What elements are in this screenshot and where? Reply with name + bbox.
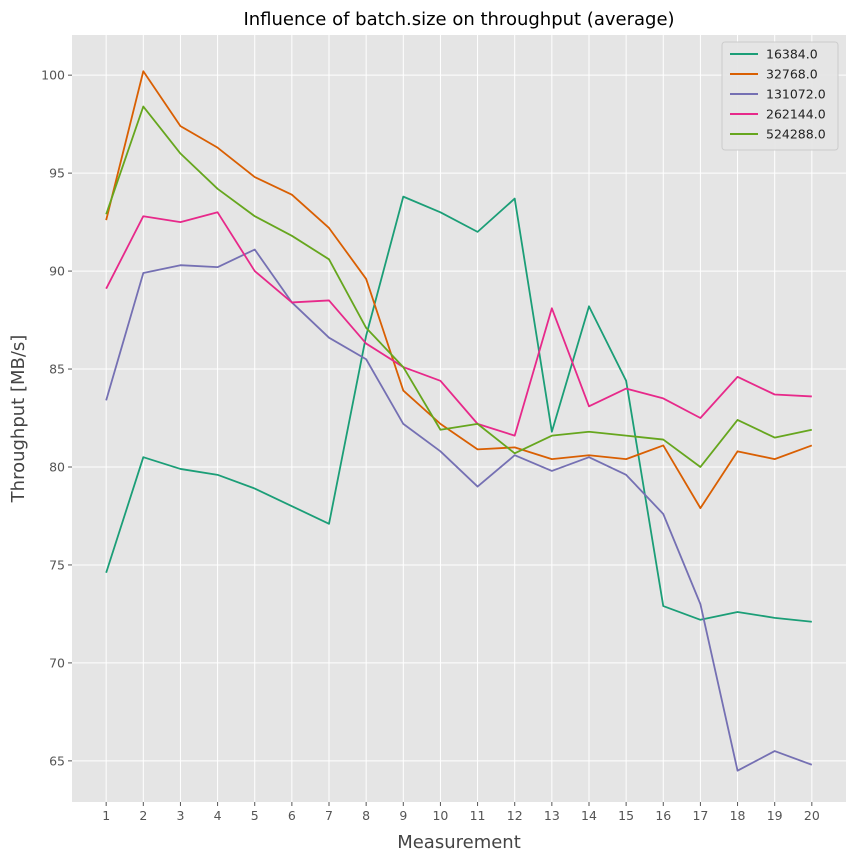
x-axis-ticks: 1 2 3 4 5 6 7 8 9 10 11 12 13 14 15 16 17 18 19 20 — [102, 802, 820, 823]
legend-entry: 524288.0 — [766, 127, 826, 142]
legend-box — [721, 41, 839, 151]
y-tick-label: 70 — [49, 655, 65, 670]
series-line — [105, 70, 813, 510]
x-tick-label: 4 — [214, 808, 222, 823]
x-tick-label: 11 — [470, 808, 486, 823]
x-tick-label: 6 — [288, 808, 296, 823]
series-lines — [105, 70, 813, 772]
x-tick-label: 1 — [102, 808, 110, 823]
y-axis-ticks: 65 70 75 80 85 90 95 100 — [41, 68, 72, 768]
y-tick-label: 90 — [49, 264, 65, 279]
series-line — [105, 105, 813, 468]
legend-entry: 32768.0 — [766, 67, 818, 82]
chart-title: Influence of batch.size on throughput (a… — [243, 9, 674, 30]
y-tick-label: 80 — [49, 459, 65, 474]
x-tick-label: 14 — [581, 808, 597, 823]
plot-area — [72, 35, 846, 802]
x-tick-label: 5 — [251, 808, 259, 823]
legend-entry: 131072.0 — [766, 87, 826, 102]
y-tick-label: 85 — [49, 362, 65, 377]
series-line — [105, 248, 813, 772]
y-tick-label: 75 — [49, 557, 65, 572]
x-tick-label: 17 — [692, 808, 708, 823]
x-tick-label: 13 — [544, 808, 560, 823]
series-line — [105, 195, 812, 623]
x-tick-label: 8 — [362, 808, 370, 823]
x-tick-label: 2 — [139, 808, 147, 823]
grid-lines — [72, 35, 846, 802]
x-tick-label: 3 — [176, 808, 184, 823]
x-axis-label: Measurement — [397, 832, 521, 853]
legend: 16384.0 32768.0 131072.0 262144.0 524288.0 — [721, 41, 839, 151]
x-tick-label: 19 — [767, 808, 783, 823]
legend-entry: 16384.0 — [766, 47, 818, 62]
x-tick-label: 16 — [655, 808, 671, 823]
series-line — [105, 211, 812, 437]
x-tick-label: 7 — [325, 808, 333, 823]
legend-entry: 262144.0 — [766, 107, 826, 122]
y-tick-label: 100 — [41, 68, 65, 83]
x-tick-label: 15 — [618, 808, 634, 823]
x-tick-label: 12 — [507, 808, 523, 823]
x-tick-label: 20 — [804, 808, 820, 823]
x-tick-label: 9 — [399, 808, 407, 823]
y-tick-label: 65 — [49, 753, 65, 768]
y-axis-label: Throughput [MB/s] — [8, 335, 29, 504]
x-tick-label: 10 — [432, 808, 448, 823]
x-tick-label: 18 — [730, 808, 746, 823]
y-tick-label: 95 — [49, 166, 65, 181]
